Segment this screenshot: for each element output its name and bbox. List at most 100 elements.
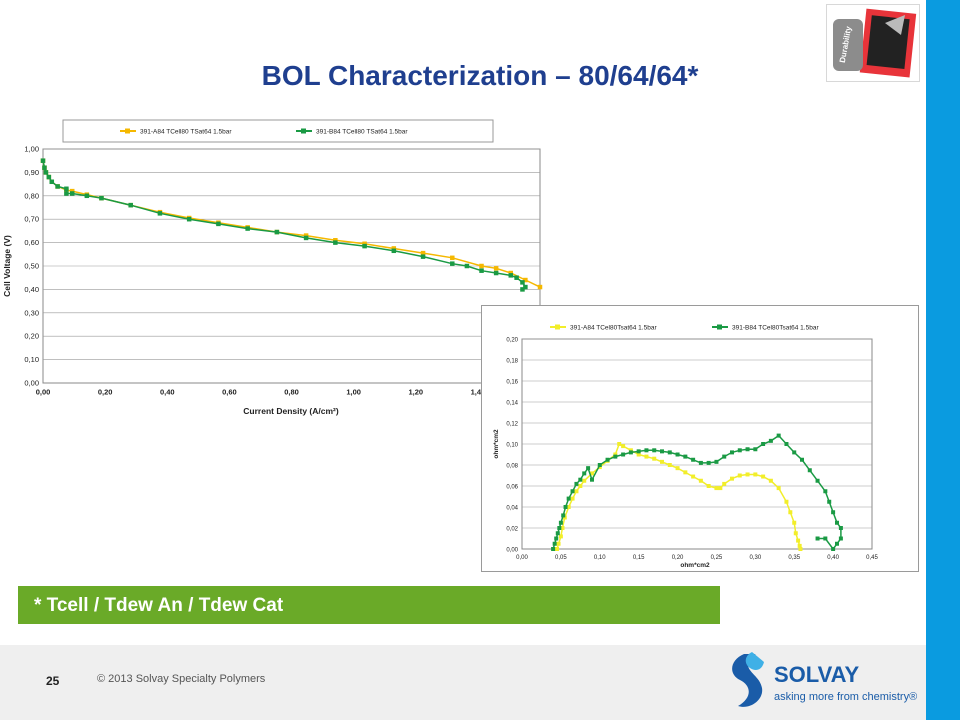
main-data-point xyxy=(64,186,69,192)
inset-data-point xyxy=(558,520,563,525)
inset-data-point xyxy=(574,489,579,494)
inset-data-point xyxy=(683,470,688,475)
main-data-point xyxy=(520,287,525,292)
inset-data-point xyxy=(800,457,804,462)
main-x-tick-label: 0,00 xyxy=(36,388,51,397)
inset-data-point xyxy=(793,531,798,536)
inset-y-tick-label: 0,04 xyxy=(506,506,518,512)
main-data-point xyxy=(42,165,47,170)
main-data-point xyxy=(40,158,46,163)
inset-data-point xyxy=(683,454,688,459)
inset-data-point xyxy=(590,471,594,476)
inset-data-point xyxy=(753,472,758,477)
inset-data-point xyxy=(628,448,633,453)
inset-data-point xyxy=(557,526,562,530)
main-data-point xyxy=(391,246,397,251)
inset-data-point xyxy=(582,471,587,476)
inset-data-point xyxy=(776,433,781,438)
main-data-point xyxy=(508,273,514,278)
copyright-text: © 2013 Solvay Specialty Polymers xyxy=(97,673,266,685)
inset-y-tick-label: 0,14 xyxy=(506,401,518,407)
main-y-tick-label: 0,80 xyxy=(24,191,39,200)
inset-data-point xyxy=(644,448,649,453)
main-x-tick-label: 0,40 xyxy=(160,388,175,397)
brand-name: SOLVAY xyxy=(774,662,860,687)
inset-y-axis-label: ohm*cm2 xyxy=(493,429,500,459)
main-legend-entry: 391-A84 TCell80 TSat64 1.5bar xyxy=(140,129,232,136)
main-x-tick-label: 1,40 xyxy=(471,388,486,397)
main-y-tick-label: 0,70 xyxy=(24,215,39,224)
inset-y-tick-label: 0,18 xyxy=(506,359,518,365)
inset-data-point xyxy=(578,484,583,488)
main-x-tick-label: 1,00 xyxy=(346,388,361,397)
inset-y-tick-label: 0,16 xyxy=(506,380,518,386)
main-data-point xyxy=(49,179,55,185)
inset-data-point xyxy=(561,513,566,518)
inset-data-point xyxy=(807,468,812,473)
main-data-point xyxy=(128,202,133,208)
inset-data-point xyxy=(768,438,773,443)
inset-data-point xyxy=(574,481,579,486)
main-data-point xyxy=(479,268,484,273)
inset-data-point xyxy=(562,515,567,520)
inset-data-point xyxy=(554,536,559,541)
main-data-point xyxy=(274,229,280,235)
inset-data-point xyxy=(551,547,556,551)
inset-data-point xyxy=(675,452,680,457)
inset-x-tick-label: 0,00 xyxy=(516,555,528,561)
inset-x-tick-label: 0,15 xyxy=(633,555,645,561)
main-y-tick-label: 0,50 xyxy=(24,262,39,271)
inset-data-point xyxy=(792,450,797,455)
main-data-point xyxy=(420,254,426,259)
inset-y-tick-label: 0,12 xyxy=(506,422,518,428)
main-data-point xyxy=(450,261,455,266)
inset-x-tick-label: 0,20 xyxy=(672,555,684,561)
main-y-tick-label: 0,30 xyxy=(24,308,39,317)
main-data-point xyxy=(69,188,75,194)
main-data-point xyxy=(333,238,338,243)
inset-x-tick-label: 0,40 xyxy=(827,555,839,561)
inset-data-point xyxy=(636,449,641,454)
inset-data-point xyxy=(796,538,801,543)
main-x-tick-label: 0,20 xyxy=(98,388,113,397)
main-y-tick-label: 1,00 xyxy=(24,145,39,154)
inset-data-point xyxy=(831,547,836,551)
main-data-point xyxy=(493,266,499,271)
inset-data-point xyxy=(823,536,828,541)
inset-data-point xyxy=(768,478,773,483)
inset-data-point xyxy=(784,499,789,504)
inset-x-tick-label: 0,05 xyxy=(555,555,567,561)
slide-title: BOL Characterization – 80/64/64* xyxy=(261,60,699,91)
inset-y-tick-label: 0,00 xyxy=(506,548,518,554)
inset-data-point xyxy=(628,450,633,455)
inset-data-point xyxy=(563,505,568,509)
inset-data-point xyxy=(570,489,575,494)
inset-data-point xyxy=(667,463,672,467)
main-data-point xyxy=(362,241,367,247)
inset-data-point xyxy=(605,457,610,462)
inset-data-point xyxy=(555,547,559,551)
main-data-point xyxy=(523,277,528,283)
inset-y-tick-label: 0,02 xyxy=(506,527,518,533)
inset-data-point xyxy=(660,459,664,464)
main-y-tick-label: 0,20 xyxy=(24,332,39,341)
main-x-tick-label: 0,80 xyxy=(284,388,299,397)
inset-data-point xyxy=(597,465,602,470)
inset-data-point xyxy=(706,484,711,488)
main-series-line-1 xyxy=(42,160,527,290)
inset-data-point xyxy=(617,442,622,446)
inset-data-point xyxy=(737,473,742,478)
inset-data-point xyxy=(718,486,723,491)
inset-data-point xyxy=(558,534,563,539)
inset-data-point xyxy=(652,448,657,453)
durability-badge-icon: Durability xyxy=(833,8,917,78)
main-data-point xyxy=(84,193,90,199)
footnote-bar: * Tcell / Tdew An / Tdew Cat xyxy=(18,586,720,624)
main-data-point xyxy=(464,263,470,269)
inset-data-point xyxy=(784,442,789,446)
inset-data-point xyxy=(566,505,571,509)
inset-data-point xyxy=(636,452,641,457)
main-data-point xyxy=(450,255,455,261)
brand-tagline: asking more from chemistry® xyxy=(774,691,917,703)
inset-data-point xyxy=(698,478,703,483)
